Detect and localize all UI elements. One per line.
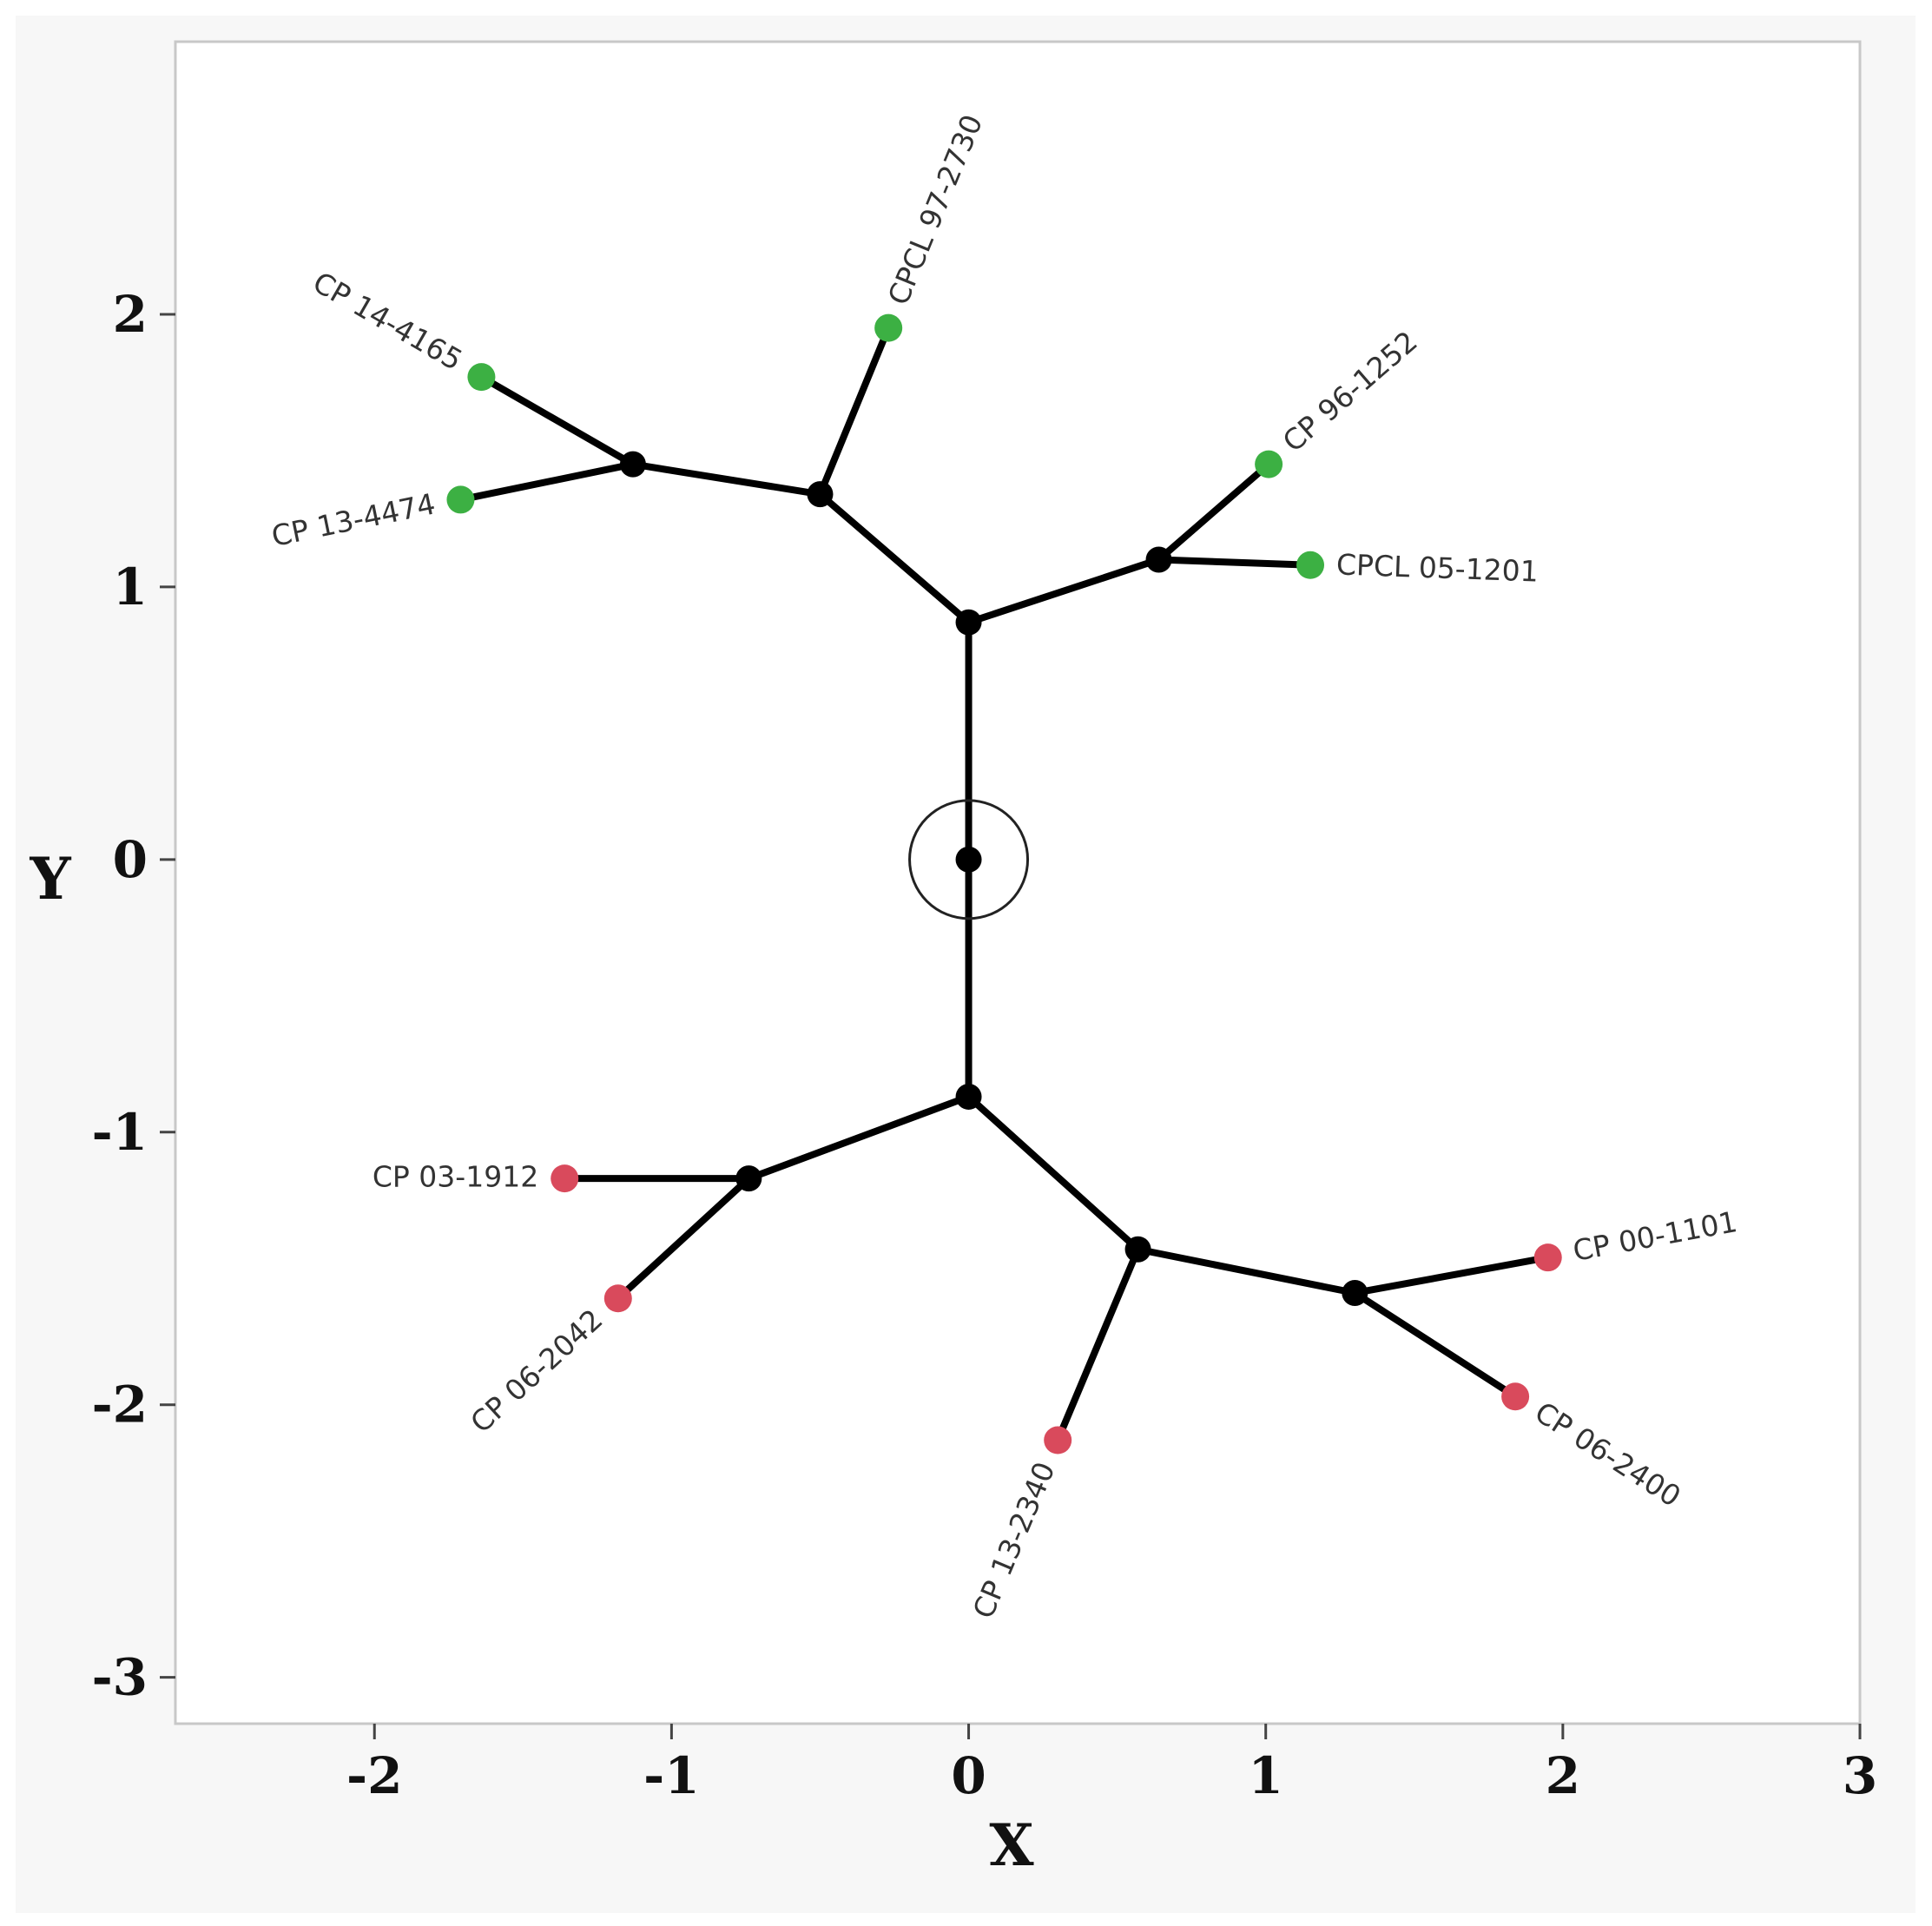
leaf-label: CP 03-1912 <box>373 1160 538 1194</box>
tree-branch <box>1155 556 1315 569</box>
leaf-label: CPCL 05-1201 <box>1335 547 1539 588</box>
internal-node <box>807 481 834 508</box>
tree-branch <box>1054 1245 1142 1444</box>
y-tick-label: -1 <box>92 1103 148 1162</box>
tree-branch <box>629 460 824 498</box>
tree-branch <box>1351 1289 1520 1401</box>
tree-branch <box>1155 460 1273 564</box>
leaf-point <box>1533 1243 1562 1272</box>
x-tick-label: -1 <box>643 1746 699 1805</box>
tree-nodes <box>446 313 1562 1454</box>
leaf-point <box>1255 450 1283 478</box>
tree-branch <box>614 1175 753 1303</box>
y-tick-label: -2 <box>92 1375 148 1435</box>
internal-node <box>619 451 646 478</box>
tree-branch <box>1134 1245 1359 1296</box>
root-marker <box>908 799 1030 920</box>
internal-node <box>735 1165 762 1192</box>
root-ring <box>908 799 1030 920</box>
y-axis-title: Y <box>29 845 71 913</box>
x-axis-title: X <box>989 1811 1034 1879</box>
leaf-point <box>467 363 496 392</box>
leaf-point <box>1044 1426 1072 1454</box>
tree-branch <box>745 1092 973 1183</box>
x-tick-label: 3 <box>1843 1746 1877 1805</box>
x-tick-label: 0 <box>951 1746 986 1805</box>
y-tick-label: 2 <box>113 285 148 344</box>
tree-branch <box>816 324 893 498</box>
y-tick-label: 1 <box>113 557 148 617</box>
x-tick-label: 1 <box>1249 1746 1283 1805</box>
tree-branches <box>457 324 1552 1444</box>
leaf-point <box>1501 1382 1530 1411</box>
leaf-point <box>551 1164 579 1193</box>
root-node <box>955 846 982 873</box>
tree-branch <box>457 460 636 504</box>
x-tick-label: -2 <box>346 1746 402 1805</box>
internal-node <box>1342 1279 1368 1306</box>
tree-branch <box>1351 1254 1552 1296</box>
y-tick-label: -3 <box>92 1648 148 1707</box>
leaf-point <box>446 485 475 514</box>
internal-node <box>1124 1236 1151 1263</box>
x-axis-ticks: -2 -1 0 1 2 3 <box>346 1724 1877 1805</box>
leaf-point <box>603 1284 632 1313</box>
internal-node <box>955 609 982 636</box>
tree-branch <box>965 556 1163 626</box>
leaf-point <box>874 313 903 342</box>
internal-node <box>1145 546 1172 573</box>
x-tick-label: 2 <box>1546 1746 1580 1805</box>
tree-branch <box>478 373 636 468</box>
y-axis-ticks: -3 -2 -1 0 1 2 <box>92 285 175 1707</box>
y-tick-label: 0 <box>113 830 148 889</box>
leaf-point <box>1296 551 1325 579</box>
tree-branch <box>816 491 973 626</box>
plot-area <box>174 40 1862 1725</box>
tree-branch <box>965 1092 1142 1253</box>
internal-node <box>955 1083 982 1110</box>
